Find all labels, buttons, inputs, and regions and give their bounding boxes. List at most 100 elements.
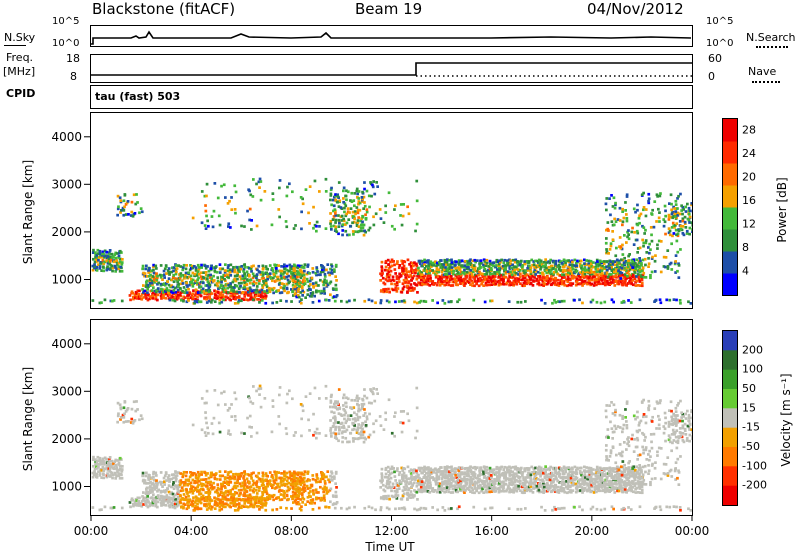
velocity-cell (202, 478, 205, 481)
power-cell (334, 221, 337, 224)
power-cell (387, 287, 390, 291)
power-cell (171, 291, 174, 295)
power-cell (567, 273, 571, 276)
power-cell (629, 277, 633, 281)
power-cell (362, 233, 366, 237)
velocity-cell (133, 419, 137, 422)
power-cell (598, 282, 602, 286)
velocity-cell (285, 493, 289, 497)
power-cell (463, 284, 466, 287)
velocity-cell (266, 484, 270, 488)
power-cell (484, 278, 487, 281)
velocity-cell (297, 502, 301, 506)
power-cell (593, 278, 597, 282)
velocity-cell (196, 490, 199, 493)
power-cell (376, 185, 379, 188)
velocity-cell (447, 487, 451, 491)
power-cell (450, 266, 454, 269)
power-cell (655, 220, 658, 223)
power-cell (322, 283, 325, 287)
power-cell (220, 277, 224, 281)
velocity-cell (122, 416, 126, 419)
power-cell (249, 288, 253, 292)
velocity-cell (230, 496, 233, 499)
power-cell (446, 268, 450, 271)
velocity-cell (251, 483, 255, 487)
velocity-cell (341, 436, 345, 439)
power-cell (224, 283, 228, 286)
velocity-cell (189, 503, 193, 506)
velocity-cell (323, 482, 327, 485)
power-cell (206, 265, 209, 268)
power-cell (425, 264, 428, 268)
power-cell (618, 245, 621, 248)
velocity-cell (380, 474, 384, 478)
power-cell (337, 205, 341, 208)
power-cell (498, 273, 502, 277)
power-cell (385, 299, 389, 303)
power-cell (538, 278, 542, 281)
power-cell (591, 298, 595, 302)
power-cell (260, 277, 264, 280)
power-cell (277, 264, 280, 267)
power-cell (318, 190, 321, 193)
velocity-cell (493, 479, 497, 483)
power-cell (686, 202, 689, 206)
power-cell (196, 299, 200, 303)
power-cell (469, 258, 472, 262)
power-cell (387, 263, 391, 266)
power-cell (148, 281, 152, 285)
power-cell (346, 190, 350, 194)
velocity-cell (139, 502, 142, 505)
power-cell (230, 196, 233, 199)
velocity-cell (445, 467, 449, 471)
power-cell (603, 266, 606, 269)
velocity-cell (401, 489, 405, 492)
power-cell (386, 269, 390, 272)
power-cell (689, 302, 693, 305)
velocity-cell (443, 465, 447, 469)
power-cell (427, 259, 430, 262)
velocity-cell (435, 475, 439, 479)
power-cell (642, 191, 645, 195)
velocity-cell (148, 474, 151, 477)
velocity-cell (117, 468, 121, 472)
power-cell (464, 271, 467, 274)
power-cell (155, 279, 158, 283)
power-cell (149, 273, 152, 277)
velocity-cell (173, 502, 177, 506)
power-cell (632, 207, 636, 211)
power-cell (640, 284, 644, 288)
velocity-cell (297, 477, 300, 480)
power-cell (651, 255, 654, 259)
velocity-cell (167, 496, 171, 499)
power-cell (360, 200, 364, 203)
velocity-cell (97, 465, 100, 469)
power-cell (593, 270, 596, 274)
power-cell (163, 282, 166, 286)
power-cell (393, 268, 397, 271)
power-cell (114, 251, 118, 255)
power-cell (374, 212, 378, 216)
velocity-cell (440, 470, 444, 473)
power-cell (602, 262, 606, 266)
power-cell (444, 280, 447, 283)
power-cell (589, 271, 592, 274)
velocity-cell (348, 440, 351, 444)
power-cell (163, 276, 166, 279)
power-cell (134, 202, 138, 206)
power-cell (438, 277, 441, 281)
power-cell (584, 269, 587, 272)
power-cell (506, 279, 510, 282)
power-cell (504, 265, 508, 269)
velocity-cell (288, 476, 291, 480)
power-cell (681, 225, 685, 228)
power-cell (415, 277, 419, 281)
power-cell (336, 200, 339, 204)
velocity-cell (328, 488, 332, 492)
velocity-cell (440, 487, 443, 490)
power-cell (621, 220, 625, 224)
power-cell (638, 221, 641, 225)
power-cell (220, 300, 224, 304)
power-cell (687, 212, 691, 216)
